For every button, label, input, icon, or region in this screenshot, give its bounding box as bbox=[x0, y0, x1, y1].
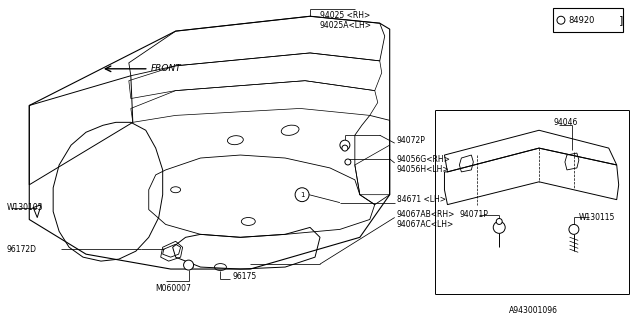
Text: M060007: M060007 bbox=[156, 284, 191, 293]
Text: W130105: W130105 bbox=[6, 203, 43, 212]
Circle shape bbox=[345, 159, 351, 165]
FancyBboxPatch shape bbox=[553, 8, 623, 32]
Circle shape bbox=[184, 260, 193, 270]
Circle shape bbox=[342, 145, 348, 151]
Text: 96172D: 96172D bbox=[6, 245, 36, 254]
Text: 94046: 94046 bbox=[554, 118, 579, 127]
Text: 94056G<RH>: 94056G<RH> bbox=[397, 156, 451, 164]
Text: 1: 1 bbox=[300, 192, 305, 198]
Text: 94067AB<RH>: 94067AB<RH> bbox=[397, 210, 455, 219]
Text: A943001096: A943001096 bbox=[509, 306, 558, 315]
Circle shape bbox=[493, 221, 505, 233]
Text: W130115: W130115 bbox=[579, 213, 615, 222]
Text: 94072P: 94072P bbox=[397, 136, 426, 145]
Text: 84671 <LH>: 84671 <LH> bbox=[397, 195, 445, 204]
Circle shape bbox=[295, 188, 309, 202]
Text: 94071P: 94071P bbox=[460, 210, 488, 219]
Text: 84920: 84920 bbox=[568, 16, 595, 25]
Text: 94025A<LH>: 94025A<LH> bbox=[320, 21, 372, 30]
Text: 96175: 96175 bbox=[232, 272, 257, 282]
Circle shape bbox=[569, 224, 579, 234]
Text: 94056H<LH>: 94056H<LH> bbox=[397, 165, 449, 174]
Text: FRONT: FRONT bbox=[151, 64, 182, 73]
Circle shape bbox=[340, 140, 350, 150]
Text: 94025 <RH>: 94025 <RH> bbox=[320, 11, 371, 20]
Text: ]: ] bbox=[619, 15, 623, 25]
Circle shape bbox=[557, 16, 565, 24]
Circle shape bbox=[496, 219, 502, 224]
Text: 94067AC<LH>: 94067AC<LH> bbox=[397, 220, 454, 229]
